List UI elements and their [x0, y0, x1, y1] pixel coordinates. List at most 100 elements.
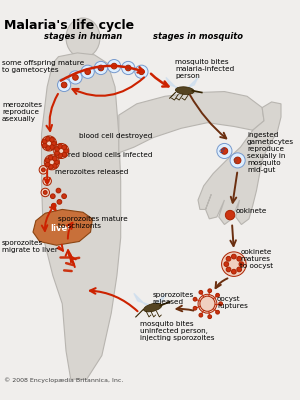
Text: ♀: ♀: [232, 157, 237, 163]
Text: ♂: ♂: [98, 66, 102, 72]
Polygon shape: [119, 92, 264, 153]
Circle shape: [219, 302, 223, 306]
Circle shape: [44, 155, 59, 170]
Text: merozoites released: merozoites released: [55, 169, 128, 175]
Circle shape: [46, 146, 50, 150]
Circle shape: [41, 168, 45, 172]
Circle shape: [216, 293, 219, 297]
Circle shape: [55, 151, 59, 155]
Text: oocyst
ruptures: oocyst ruptures: [217, 296, 248, 309]
Circle shape: [221, 148, 228, 154]
Text: mosquito bites
malaria-infected
person: mosquito bites malaria-infected person: [176, 58, 235, 78]
Text: stages in human: stages in human: [44, 32, 122, 41]
Circle shape: [225, 210, 235, 220]
Polygon shape: [41, 53, 121, 379]
Polygon shape: [33, 210, 92, 245]
Polygon shape: [185, 78, 198, 89]
Circle shape: [58, 78, 71, 92]
Polygon shape: [198, 102, 281, 224]
Circle shape: [45, 158, 50, 162]
Text: red blood cells infected: red blood cells infected: [68, 152, 152, 158]
Circle shape: [64, 149, 68, 153]
Text: sporozoites
released: sporozoites released: [153, 292, 194, 306]
Circle shape: [217, 144, 232, 158]
Circle shape: [232, 254, 236, 259]
Circle shape: [62, 194, 67, 198]
Circle shape: [198, 294, 217, 313]
Circle shape: [52, 164, 57, 168]
Circle shape: [54, 160, 59, 165]
Circle shape: [56, 188, 61, 193]
Ellipse shape: [176, 87, 194, 94]
Circle shape: [58, 153, 63, 158]
Circle shape: [62, 152, 67, 157]
Circle shape: [62, 145, 67, 150]
Circle shape: [232, 269, 236, 274]
Circle shape: [43, 177, 51, 185]
Text: mosquito bites
uninfected person,
injecting sporozoites: mosquito bites uninfected person, inject…: [140, 321, 214, 341]
Circle shape: [50, 194, 55, 198]
Circle shape: [50, 137, 54, 142]
Circle shape: [54, 144, 69, 158]
Circle shape: [98, 65, 104, 71]
Circle shape: [139, 69, 144, 74]
Text: liver: liver: [50, 224, 72, 233]
Circle shape: [42, 139, 47, 144]
Text: blood cell destroyed: blood cell destroyed: [79, 133, 153, 139]
Circle shape: [111, 63, 117, 69]
Text: some offspring mature
to gametocytes: some offspring mature to gametocytes: [2, 60, 84, 74]
Polygon shape: [134, 293, 149, 305]
Circle shape: [46, 136, 50, 141]
Circle shape: [58, 144, 63, 149]
Text: ♂: ♂: [218, 148, 225, 154]
Circle shape: [81, 65, 94, 78]
Circle shape: [135, 65, 148, 78]
Circle shape: [199, 313, 203, 317]
Circle shape: [49, 164, 53, 169]
Circle shape: [52, 156, 57, 161]
Text: ♀: ♀: [125, 66, 129, 72]
Circle shape: [125, 65, 131, 71]
Circle shape: [200, 296, 215, 311]
Polygon shape: [153, 293, 166, 305]
Circle shape: [193, 297, 197, 301]
Circle shape: [42, 143, 47, 148]
Circle shape: [85, 69, 91, 74]
Text: sporozoites mature
to schizonts: sporozoites mature to schizonts: [58, 216, 128, 229]
Circle shape: [237, 256, 242, 261]
Text: sporozoites
migrate to liver: sporozoites migrate to liver: [2, 240, 58, 253]
Text: stages in mosquito: stages in mosquito: [153, 32, 243, 41]
Circle shape: [41, 136, 57, 151]
Circle shape: [224, 262, 229, 266]
Text: ingested
gametocytes
reproduce
sexually in
mosquito
mid-gut: ingested gametocytes reproduce sexually …: [247, 132, 294, 173]
Circle shape: [239, 262, 244, 266]
Circle shape: [55, 146, 59, 151]
Text: © 2008 Encyclopædia Britannica, Inc.: © 2008 Encyclopædia Britannica, Inc.: [4, 377, 123, 383]
Circle shape: [51, 141, 56, 146]
Ellipse shape: [66, 18, 100, 58]
Circle shape: [61, 82, 67, 88]
Ellipse shape: [144, 303, 162, 312]
Circle shape: [234, 157, 241, 164]
Circle shape: [122, 61, 135, 74]
Circle shape: [69, 71, 82, 84]
Circle shape: [44, 190, 47, 194]
Circle shape: [222, 252, 246, 276]
Circle shape: [50, 145, 54, 150]
Text: ookinete: ookinete: [236, 208, 267, 214]
Circle shape: [94, 61, 107, 74]
Circle shape: [208, 315, 211, 319]
Circle shape: [237, 267, 242, 272]
Circle shape: [193, 306, 197, 310]
Text: ookinete
matures
to oocyst: ookinete matures to oocyst: [241, 249, 274, 269]
Text: Malaria's life cycle: Malaria's life cycle: [4, 19, 134, 32]
Circle shape: [107, 60, 121, 73]
Circle shape: [45, 179, 49, 183]
Circle shape: [39, 166, 48, 174]
Circle shape: [230, 153, 245, 168]
Circle shape: [57, 200, 62, 204]
Circle shape: [226, 256, 231, 261]
Circle shape: [41, 188, 50, 197]
Circle shape: [45, 162, 50, 167]
Circle shape: [199, 290, 203, 294]
